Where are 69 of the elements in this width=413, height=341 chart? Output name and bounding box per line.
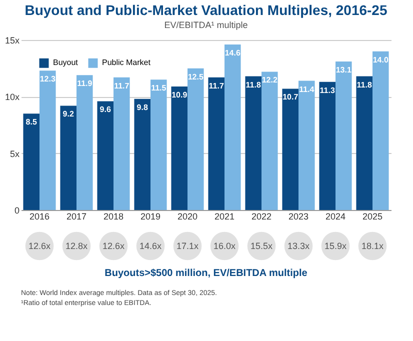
x-tick-label: 2025 bbox=[362, 212, 383, 222]
x-tick-label: 2018 bbox=[103, 212, 124, 222]
bar bbox=[245, 76, 262, 210]
data-label: 12.3 bbox=[40, 74, 56, 84]
data-label: 11.8 bbox=[356, 80, 372, 90]
bar bbox=[76, 75, 93, 210]
x-tick-label: 2020 bbox=[177, 212, 198, 222]
bar bbox=[40, 70, 56, 210]
text: 15.5x bbox=[250, 241, 273, 251]
data-label: 14.6 bbox=[224, 48, 241, 58]
data-label: 14.0 bbox=[372, 55, 389, 64]
text: 13.3x bbox=[287, 241, 310, 251]
text: 16.0x bbox=[213, 241, 236, 251]
bar bbox=[23, 114, 40, 210]
data-label: 12.5 bbox=[188, 72, 204, 82]
y-tick-label: 0 bbox=[14, 206, 20, 216]
data-label: 11.9 bbox=[77, 79, 93, 88]
bar bbox=[262, 72, 278, 210]
bar bbox=[171, 86, 188, 210]
bar bbox=[208, 77, 224, 210]
text: 17.1x bbox=[176, 241, 199, 251]
text: 12.6x bbox=[102, 241, 125, 251]
text: Buyouts>$500 million, EV/EBITDA multiple bbox=[104, 268, 308, 279]
bar bbox=[134, 98, 150, 210]
y-tick-label: 15x bbox=[4, 36, 20, 46]
bar bbox=[336, 62, 352, 210]
x-tick-label: 2024 bbox=[325, 212, 346, 222]
data-label: 11.3 bbox=[320, 86, 336, 95]
bar bbox=[97, 101, 114, 210]
x-tick-label: 2021 bbox=[214, 212, 235, 222]
data-label: 10.7 bbox=[282, 92, 299, 102]
x-tick-label: 2019 bbox=[140, 212, 161, 222]
bar bbox=[224, 44, 241, 210]
data-label: 8.5 bbox=[26, 118, 38, 127]
data-label: 9.6 bbox=[100, 105, 112, 114]
chart-subtitle: EV/EBITDA¹ multiple bbox=[164, 20, 248, 30]
bar bbox=[319, 82, 336, 210]
bar bbox=[188, 68, 204, 210]
bar bbox=[356, 76, 372, 210]
legend-label: Buyout bbox=[53, 58, 79, 68]
x-tick-label: 2017 bbox=[66, 212, 87, 222]
data-label: 13.1 bbox=[336, 66, 352, 75]
bar bbox=[114, 77, 130, 210]
data-label: 10.9 bbox=[172, 90, 188, 100]
x-tick-label: 2023 bbox=[288, 212, 309, 222]
text: 14.6x bbox=[139, 241, 162, 251]
text: 15.9x bbox=[324, 241, 347, 251]
data-label: 11.7 bbox=[114, 81, 130, 90]
data-label: 11.7 bbox=[208, 81, 224, 90]
data-label: 9.8 bbox=[136, 102, 148, 112]
bar bbox=[150, 80, 167, 210]
x-tick-label: 2022 bbox=[251, 212, 272, 222]
chart-title: Buyout and Public-Market Valuation Multiples, 2016-25 bbox=[24, 2, 388, 18]
data-label: 12.2 bbox=[262, 76, 278, 85]
data-label: 11.4 bbox=[299, 84, 315, 94]
y-tick-label: 5x bbox=[10, 148, 20, 159]
bar bbox=[372, 51, 389, 210]
data-label: 11.5 bbox=[151, 84, 167, 93]
data-label: 11.8 bbox=[246, 80, 262, 90]
x-tick-label: 2016 bbox=[29, 212, 50, 222]
text: 12.8x bbox=[65, 241, 88, 251]
data-label: 9.2 bbox=[62, 110, 74, 119]
bar bbox=[282, 88, 298, 210]
legend-label: Public Market bbox=[102, 58, 152, 68]
text: 18.1x bbox=[361, 241, 384, 251]
bar bbox=[60, 106, 76, 210]
bar bbox=[298, 80, 315, 210]
y-tick-label: 10x bbox=[4, 92, 20, 102]
text: 12.6x bbox=[28, 241, 51, 251]
